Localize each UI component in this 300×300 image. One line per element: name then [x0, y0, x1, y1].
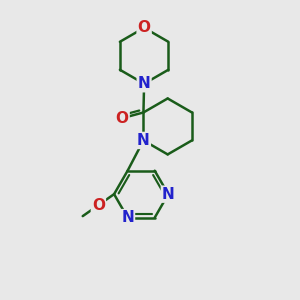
Text: N: N [121, 210, 134, 225]
Text: O: O [92, 198, 105, 213]
Text: O: O [116, 111, 129, 126]
Text: N: N [138, 76, 151, 91]
Text: N: N [162, 187, 175, 202]
Text: N: N [137, 133, 150, 148]
Text: O: O [138, 20, 151, 35]
